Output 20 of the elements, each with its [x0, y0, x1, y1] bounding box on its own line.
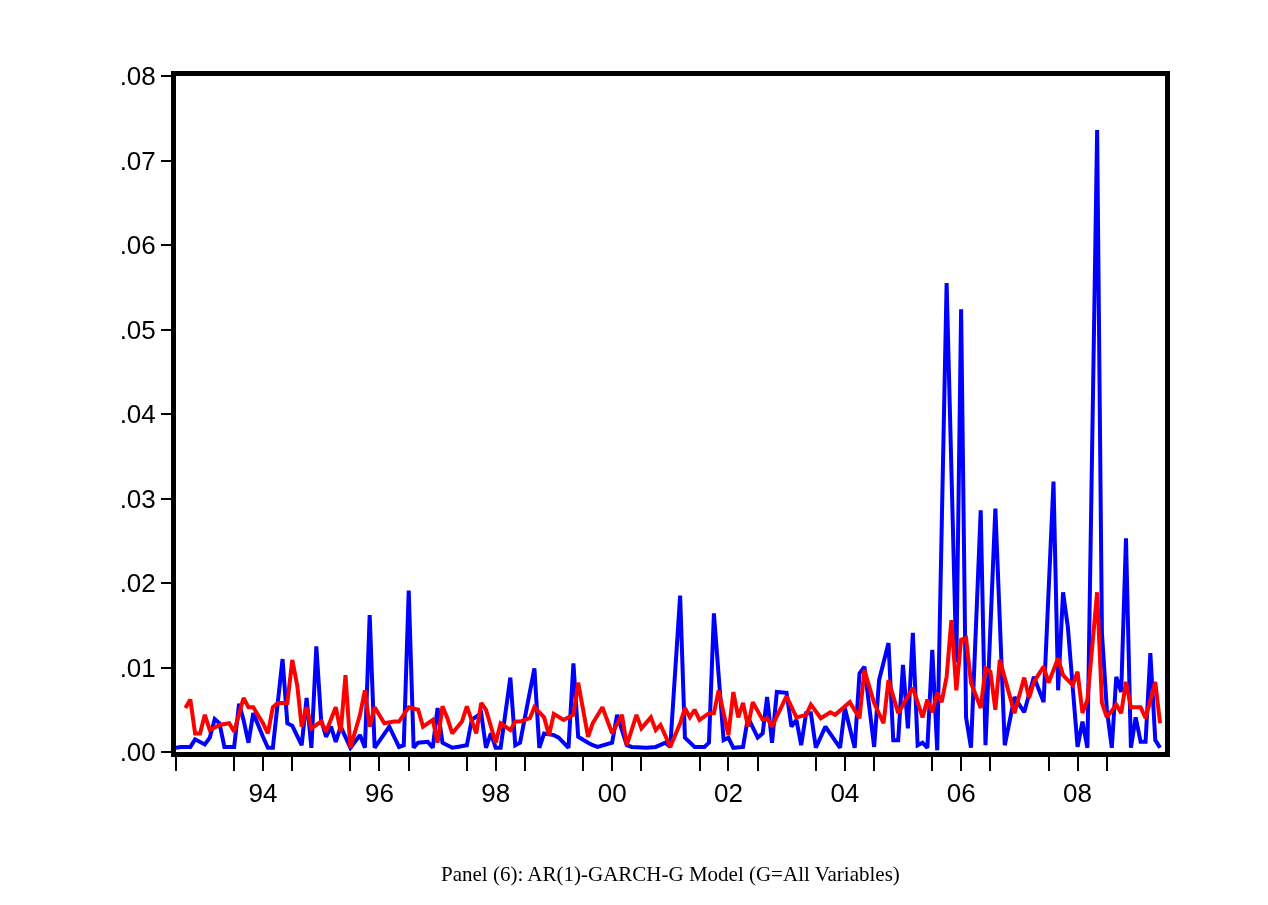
line-series — [183, 590, 1163, 750]
y-tick-label: .01 — [119, 652, 156, 683]
y-tick-label: .02 — [119, 568, 156, 599]
y-tick-label: .08 — [119, 61, 156, 92]
x-tick-label: 04 — [830, 778, 860, 809]
x-tick-label: 94 — [248, 778, 278, 809]
x-tick-label: 08 — [1063, 778, 1093, 809]
text: Panel (6): AR(1)-GARCH-G Model (G=All Variables) — [441, 862, 900, 886]
x-tick-label: 98 — [481, 778, 511, 809]
line-series — [176, 128, 1163, 752]
y-tick-label: .05 — [119, 314, 156, 345]
x-tick-label: 00 — [597, 778, 627, 809]
y-tick-label: .07 — [119, 145, 156, 176]
y-tick-label: .04 — [119, 399, 156, 430]
y-tick-label: .06 — [119, 230, 156, 261]
x-tick-label: 96 — [364, 778, 394, 809]
x-tick-label: 06 — [946, 778, 976, 809]
x-tick-label: 02 — [713, 778, 743, 809]
y-tick-label: .00 — [119, 737, 156, 768]
y-tick-label: .03 — [119, 483, 156, 514]
